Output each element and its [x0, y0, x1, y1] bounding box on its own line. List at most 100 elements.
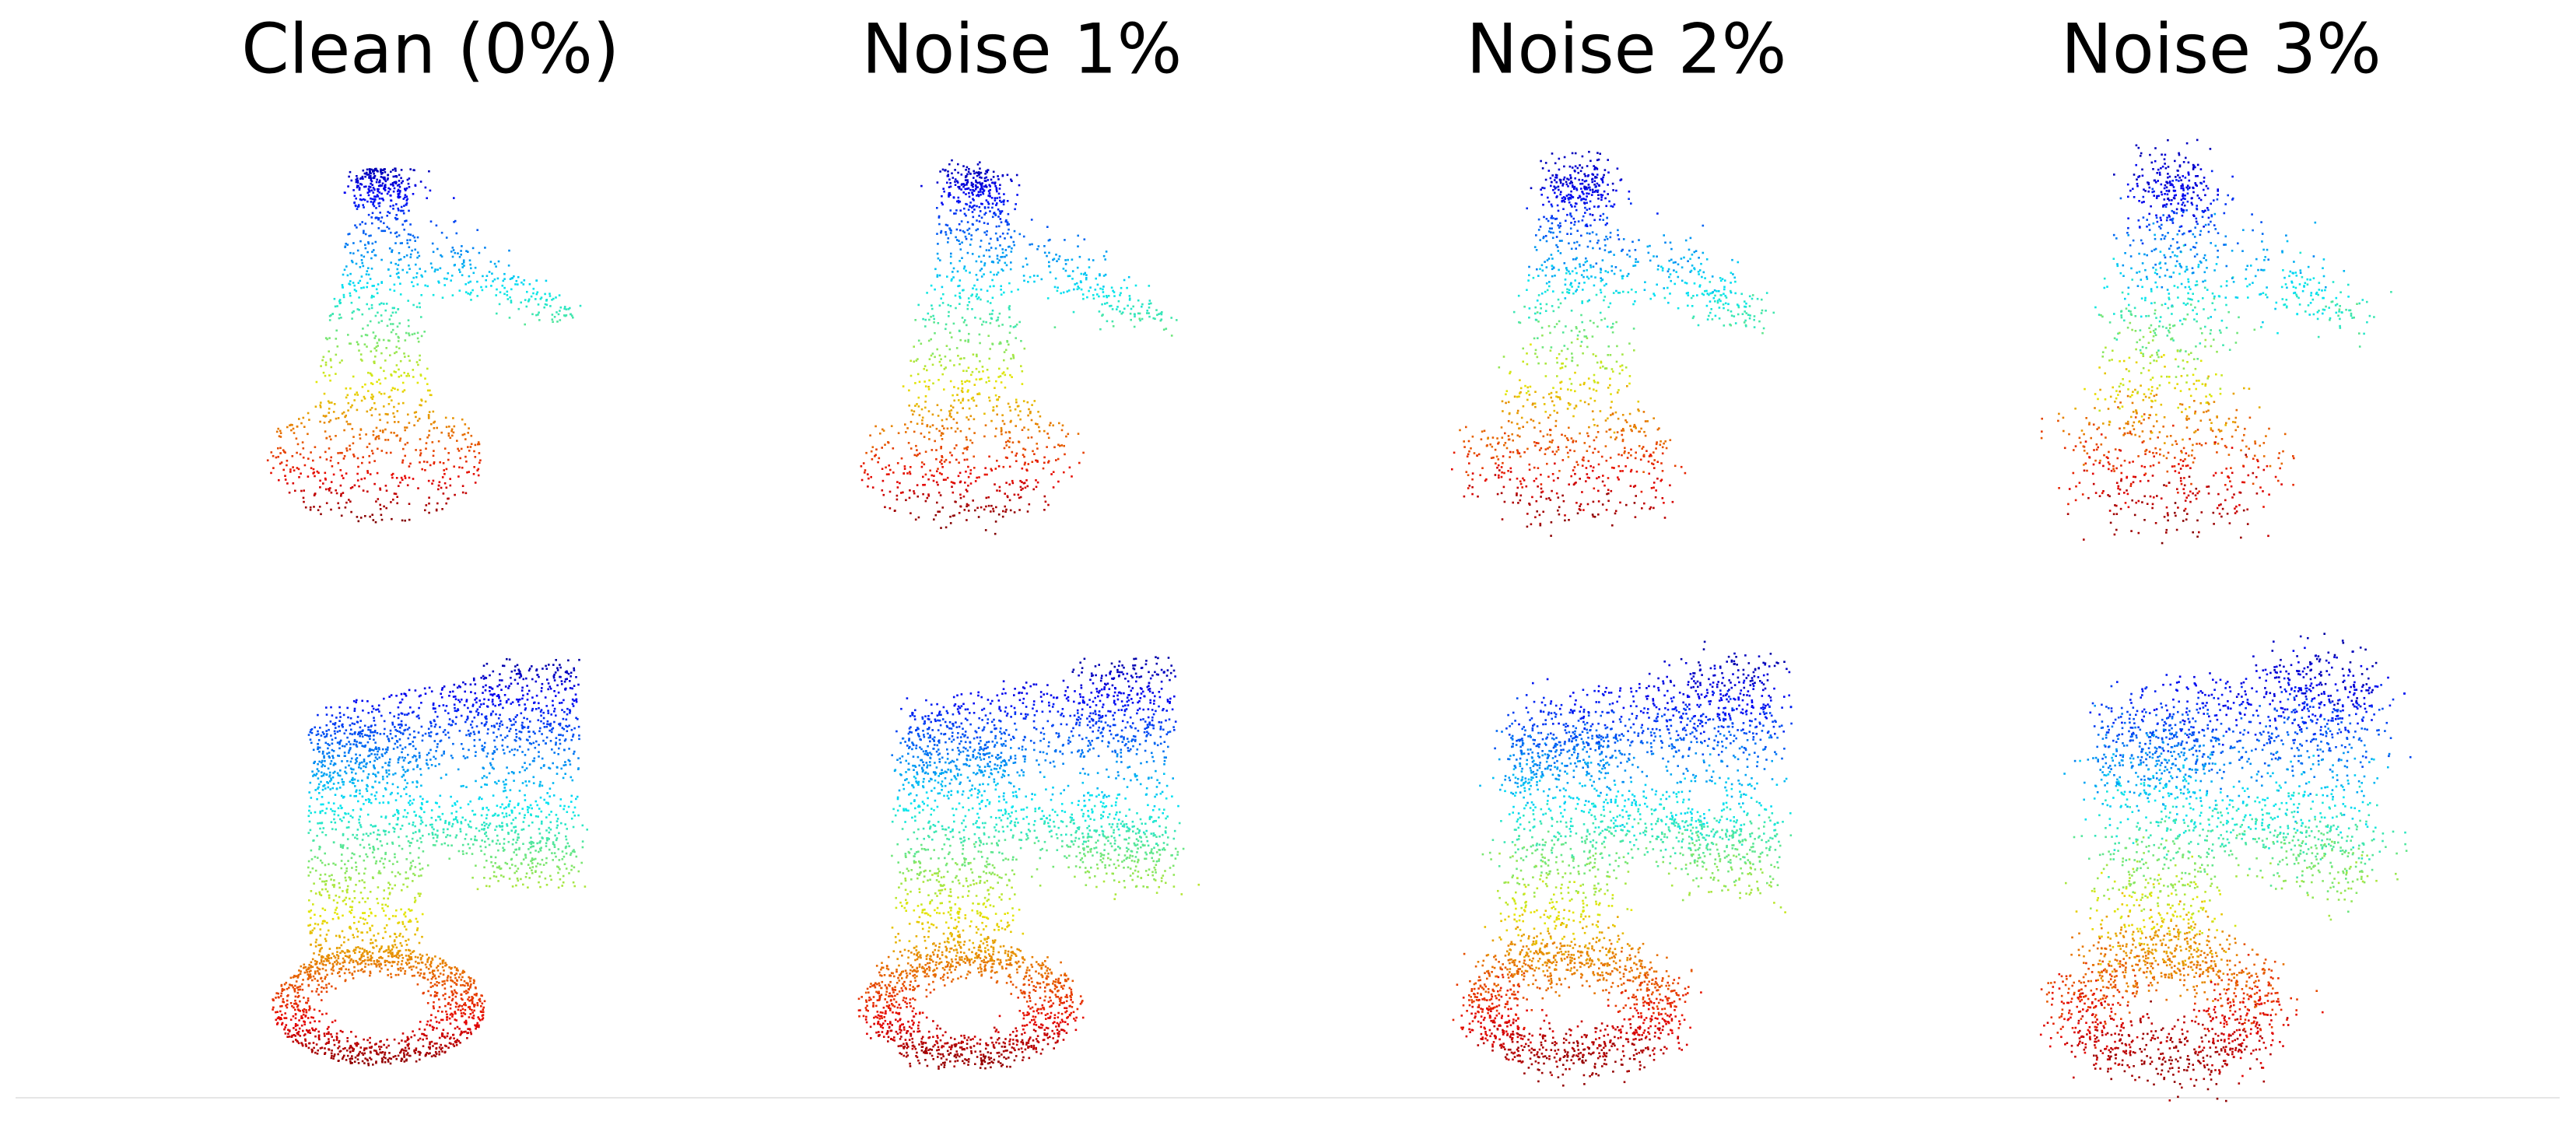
point — [362, 456, 364, 458]
point — [325, 458, 328, 461]
point — [501, 825, 504, 828]
point — [422, 850, 425, 853]
point — [1104, 258, 1106, 261]
point — [427, 727, 430, 731]
point — [940, 446, 942, 448]
point — [367, 267, 370, 269]
point — [420, 819, 422, 822]
point — [559, 675, 562, 678]
point — [429, 966, 433, 968]
point — [496, 277, 499, 280]
point — [917, 396, 920, 399]
point — [487, 699, 490, 701]
point — [397, 792, 399, 795]
point — [398, 873, 401, 875]
point — [388, 951, 391, 954]
point — [383, 889, 385, 892]
point — [1036, 447, 1039, 450]
point — [496, 825, 498, 828]
point — [295, 975, 298, 977]
point — [450, 844, 453, 846]
point — [478, 738, 481, 741]
point — [328, 1025, 330, 1029]
point — [389, 793, 392, 796]
point — [296, 1005, 299, 1008]
point — [510, 748, 513, 752]
point — [483, 746, 486, 748]
point — [1117, 300, 1120, 303]
point — [326, 1042, 328, 1044]
point — [307, 1031, 310, 1034]
point — [499, 699, 502, 703]
point — [948, 310, 950, 314]
point — [368, 185, 370, 188]
point — [312, 975, 315, 978]
point — [419, 806, 422, 809]
point — [929, 426, 931, 428]
point — [913, 492, 916, 495]
point — [557, 866, 560, 869]
point — [1107, 295, 1110, 297]
point — [908, 496, 911, 499]
point — [424, 186, 427, 189]
point — [895, 498, 899, 501]
point — [461, 485, 464, 487]
point — [310, 943, 312, 946]
point — [518, 731, 521, 733]
point — [484, 783, 486, 786]
point — [328, 489, 331, 492]
point — [328, 874, 331, 878]
point — [998, 196, 1001, 199]
point — [394, 232, 397, 235]
point — [285, 981, 288, 984]
point — [407, 920, 410, 923]
point — [378, 205, 380, 208]
point — [468, 734, 471, 738]
point — [439, 794, 442, 797]
point — [398, 949, 401, 952]
point — [412, 768, 415, 771]
point — [548, 723, 550, 726]
point — [537, 314, 539, 316]
point — [553, 852, 556, 854]
point — [1011, 450, 1014, 454]
point — [341, 794, 343, 797]
point — [418, 941, 421, 945]
point — [507, 265, 510, 267]
point — [957, 199, 960, 202]
point — [299, 985, 302, 988]
point — [432, 703, 435, 706]
point — [545, 736, 548, 739]
point — [472, 677, 475, 680]
point — [357, 946, 359, 948]
point — [346, 885, 349, 888]
point — [412, 369, 415, 371]
point — [549, 722, 552, 725]
point — [326, 733, 328, 735]
point — [418, 874, 420, 878]
point — [321, 822, 323, 825]
point — [300, 422, 303, 425]
point — [415, 759, 418, 762]
point — [323, 880, 326, 883]
point — [428, 832, 430, 836]
point — [451, 804, 454, 808]
point — [356, 226, 358, 229]
point — [347, 938, 350, 941]
point — [326, 752, 328, 755]
point — [401, 1032, 405, 1035]
point — [366, 191, 370, 194]
point — [520, 281, 523, 284]
point — [330, 760, 333, 762]
point — [499, 806, 502, 808]
point — [321, 765, 323, 768]
point — [549, 724, 552, 727]
point — [503, 838, 506, 840]
point — [374, 748, 377, 750]
point — [343, 455, 346, 457]
point — [456, 1025, 459, 1029]
point — [308, 419, 310, 421]
point — [496, 834, 499, 837]
point — [293, 1034, 296, 1036]
point — [482, 1014, 485, 1016]
